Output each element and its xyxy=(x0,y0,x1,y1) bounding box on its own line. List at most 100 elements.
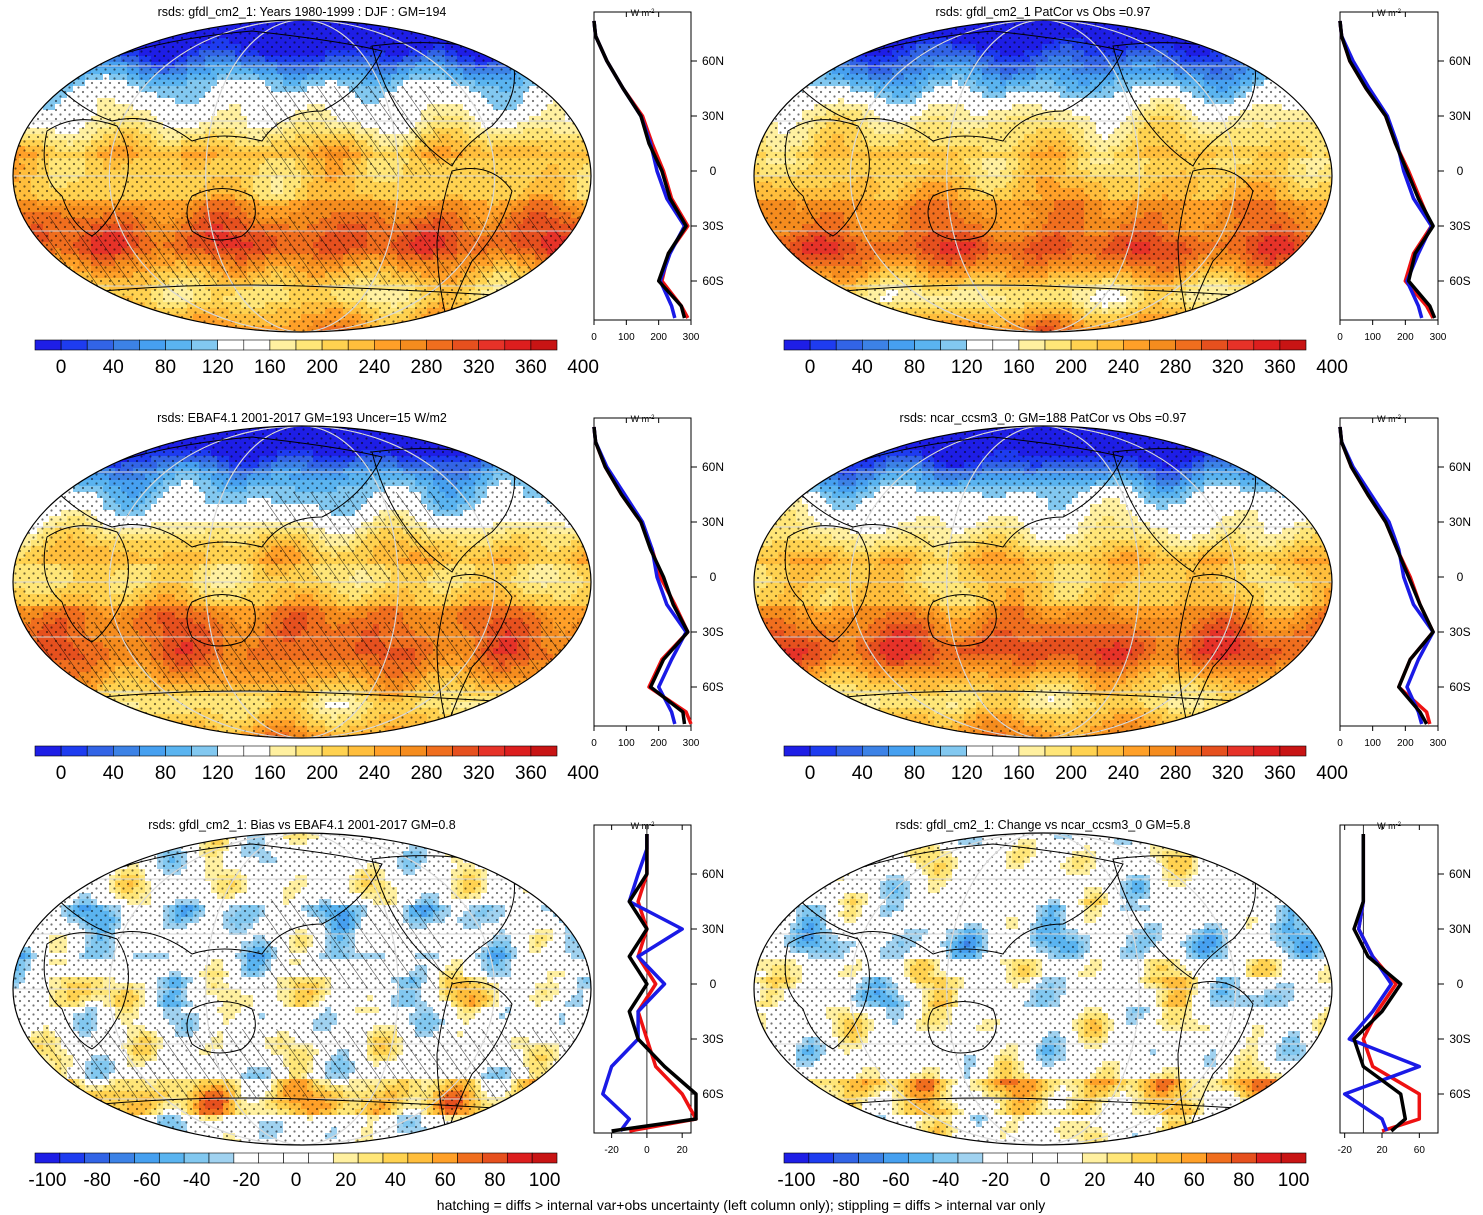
colorbar-label: 320 xyxy=(463,357,495,378)
colorbar-box xyxy=(308,1152,334,1164)
colorbar-label: 0 xyxy=(1040,1170,1051,1191)
colorbar-label: 40 xyxy=(1134,1170,1155,1191)
panel-4: rsds: ncar_ccsm3_0: GM=188 PatCor vs Obs… xyxy=(753,411,1471,784)
graticule xyxy=(13,426,591,738)
colorbar-box xyxy=(34,745,62,757)
profile-tick-label: 100 xyxy=(618,332,635,343)
hatching xyxy=(262,492,442,582)
lat-label: 0 xyxy=(1457,570,1464,584)
profile-tick-label: 0 xyxy=(591,738,597,749)
lat-label: 60S xyxy=(702,680,723,694)
colorbar-box xyxy=(332,1152,359,1164)
colorbar-label: 40 xyxy=(852,763,873,784)
colorbar-label: 200 xyxy=(1055,763,1087,784)
colorbar-label: 280 xyxy=(1160,357,1192,378)
hatching xyxy=(262,899,442,989)
colorbar-box xyxy=(1057,1152,1083,1164)
colorbar-box xyxy=(109,1152,135,1164)
colorbar-label: 100 xyxy=(529,1170,561,1191)
colorbar: 0 40 80 120 160 200 240 280 320 360 400 xyxy=(34,745,599,784)
panel-title: rsds: gfdl_cm2_1: Bias vs EBAF4.1 2001-2… xyxy=(148,818,456,832)
colorbar-label: 80 xyxy=(904,357,925,378)
colorbar-box xyxy=(966,745,994,757)
colorbar-box xyxy=(158,1152,185,1164)
zonal-profile: W m-2 60N 30N 0 30S 60S 0 100 200 300 xyxy=(591,8,724,343)
colorbar-label: 120 xyxy=(202,357,234,378)
colorbar-box xyxy=(191,745,219,757)
colorbar: 0 40 80 120 160 200 240 280 320 360 400 xyxy=(783,745,1348,784)
colorbar-box xyxy=(139,339,166,351)
colorbar-label: 0 xyxy=(291,1170,302,1191)
profile-unit: W m-2 xyxy=(631,821,655,831)
colorbar-box xyxy=(134,1152,160,1164)
profile-line-model xyxy=(1352,834,1408,1133)
colorbar-box xyxy=(835,339,863,351)
colorbar-box xyxy=(165,745,192,757)
map-border xyxy=(753,832,1333,1146)
colorbar-label: 400 xyxy=(1316,357,1348,378)
colorbar-box xyxy=(373,745,401,757)
profile-unit: W m-2 xyxy=(631,414,655,424)
colorbar-label: 0 xyxy=(56,763,67,784)
colorbar-box xyxy=(217,339,245,351)
colorbar-box xyxy=(321,339,349,351)
panel-title: rsds: gfdl_cm2_1: Years 1980-1999 : DJF … xyxy=(158,5,447,19)
colorbar-box xyxy=(1007,1152,1033,1164)
colorbar-box xyxy=(1280,1152,1307,1164)
colorbar-label: 320 xyxy=(463,763,495,784)
colorbar-box xyxy=(1123,339,1150,351)
lat-label: 60S xyxy=(1449,1087,1470,1101)
map-border xyxy=(12,832,592,1146)
colorbar-label: 0 xyxy=(56,357,67,378)
colorbar-label: 160 xyxy=(254,357,286,378)
colorbar-box xyxy=(283,1152,309,1164)
profile-unit: W m-2 xyxy=(1377,821,1401,831)
profile-tick-label: -20 xyxy=(1337,1145,1352,1156)
panel-6: rsds: gfdl_cm2_1: Change vs ncar_ccsm3_0… xyxy=(753,818,1471,1191)
colorbar-label: 80 xyxy=(904,763,925,784)
colorbar-box xyxy=(809,339,837,351)
colorbar-box xyxy=(835,745,863,757)
colorbar-box xyxy=(139,745,166,757)
colorbar-box xyxy=(1096,339,1124,351)
profile-tick-label: 300 xyxy=(683,738,700,749)
panel-title: rsds: ncar_ccsm3_0: GM=188 PatCor vs Obs… xyxy=(900,411,1187,425)
map-border xyxy=(12,425,592,739)
colorbar-label: 400 xyxy=(567,357,599,378)
zonal-profile: W m-2 60N 30N 0 30S 60S -20 0 20 xyxy=(593,821,724,1156)
colorbar-box xyxy=(1201,339,1228,351)
colorbar-box xyxy=(992,745,1020,757)
colorbar-box xyxy=(1279,745,1307,757)
colorbar-label: 100 xyxy=(1278,1170,1310,1191)
colorbar-box xyxy=(373,339,401,351)
colorbar-label: 40 xyxy=(852,357,873,378)
lat-label: 30N xyxy=(1449,515,1471,529)
profile-line-model xyxy=(611,834,698,1133)
colorbar-box xyxy=(1081,1152,1108,1164)
panel-3: rsds: EBAF4.1 2001-2017 GM=193 Uncer=15 … xyxy=(12,411,724,784)
colorbar-label: 120 xyxy=(202,763,234,784)
colorbar-box xyxy=(295,745,323,757)
colorbar-box xyxy=(1123,745,1150,757)
colorbar-box xyxy=(809,745,837,757)
colorbar-box xyxy=(295,339,323,351)
colorbar-label: 280 xyxy=(411,357,443,378)
colorbar-label: 40 xyxy=(103,763,124,784)
profile-tick-label: 60 xyxy=(1414,1145,1426,1156)
lat-label: 60N xyxy=(1449,460,1471,474)
colorbar-label: 400 xyxy=(567,763,599,784)
colorbar-box xyxy=(833,1152,859,1164)
colorbar-box xyxy=(432,1152,458,1164)
colorbar-box xyxy=(113,745,140,757)
colorbar-box xyxy=(400,745,427,757)
colorbar-label: -20 xyxy=(233,1170,260,1191)
colorbar-box xyxy=(914,745,941,757)
colorbar-label: 360 xyxy=(1264,357,1296,378)
colorbar-label: -80 xyxy=(832,1170,859,1191)
colorbar-label: 80 xyxy=(155,357,176,378)
colorbar-label: 200 xyxy=(1055,357,1087,378)
lat-label: 60N xyxy=(702,54,724,68)
lat-label: 30S xyxy=(1449,625,1470,639)
colorbar-box xyxy=(478,745,506,757)
colorbar-box xyxy=(86,339,114,351)
